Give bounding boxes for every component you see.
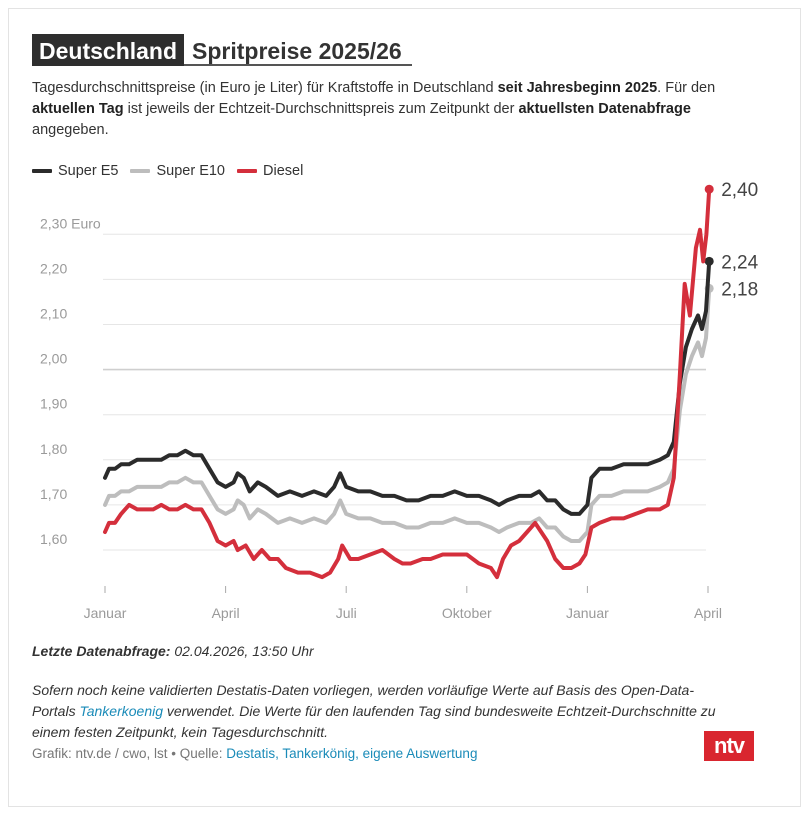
legend-item-e5[interactable]: Super E5 <box>32 163 118 179</box>
source-links[interactable]: Destatis, Tankerkönig, eigene Auswertung <box>226 746 478 761</box>
grid-layer <box>103 233 709 593</box>
subtitle-bold: aktuellsten Datenabfrage <box>518 101 691 117</box>
legend-swatch-diesel <box>237 169 257 173</box>
y-tick-label: 2,10 <box>40 306 67 322</box>
x-tick-label: April <box>212 605 240 621</box>
series-line-1 <box>103 286 712 543</box>
line-chart: 1,60 1,70 1,80 1,90 2,00 2,10 2,20 2,30 Euro Jan… <box>40 180 759 621</box>
subtitle-part: ist jeweils der Echtzeit-Durchschnittspr… <box>123 101 519 117</box>
credit-prefix: Grafik: ntv.de / cwo, lst • Quelle: <box>32 746 227 761</box>
legend-item-diesel[interactable]: Diesel <box>237 163 303 179</box>
series-line-0 <box>103 259 712 516</box>
chart-card <box>8 8 801 807</box>
series-layer <box>103 184 714 580</box>
title-text: Spritpreise 2025/26 <box>184 34 412 66</box>
y-tick-label: 1,60 <box>40 531 67 547</box>
tankerkoenig-link[interactable]: Tankerkoenig <box>79 703 164 719</box>
legend-label-e10: Super E10 <box>156 163 225 179</box>
ntv-logo[interactable]: ntv <box>704 731 754 761</box>
y-tick-label: 1,70 <box>40 486 67 502</box>
series-end-label-1: 2,18 <box>721 279 758 300</box>
x-tick-label: Juli <box>336 605 357 621</box>
x-tick-label: Januar <box>566 605 609 621</box>
legend-item-e10[interactable]: Super E10 <box>130 163 225 179</box>
series-end-point-0 <box>704 256 714 266</box>
y-tick-label: 2,00 <box>40 351 67 367</box>
data-note: Sofern noch keine validierten Destatis-D… <box>32 680 722 743</box>
x-tick-label: Oktober <box>442 605 492 621</box>
y-tick-label: 2,20 <box>40 260 67 276</box>
chart-subtitle: Tagesdurchschnittspreise (in Euro je Lit… <box>32 78 752 141</box>
legend-label-diesel: Diesel <box>263 163 304 179</box>
subtitle-part: . Für den <box>657 80 716 96</box>
chart-title: Deutschland Spritpreise 2025/26 <box>32 34 412 66</box>
note-part: verwendet. Die Werte für den laufenden T… <box>32 703 716 740</box>
chart-legend: Super E5 Super E10 Diesel <box>32 163 315 179</box>
legend-label-e5: Super E5 <box>58 163 119 179</box>
subtitle-part: angegeben. <box>32 122 109 138</box>
subtitle-part: Tagesdurchschnittspreise (in Euro je Lit… <box>32 80 498 96</box>
series-end-label-0: 2,24 <box>721 252 758 273</box>
legend-swatch-e5 <box>32 169 52 173</box>
label-layer: 1,60 1,70 1,80 1,90 2,00 2,10 2,20 2,30 Euro Jan… <box>40 180 759 621</box>
note-part: Sofern noch keine validierten Destatis-D… <box>32 682 694 719</box>
last-update-label: Letzte Datenabfrage: <box>32 643 171 659</box>
y-tick-label: 1,80 <box>40 441 67 457</box>
source-credit: Grafik: ntv.de / cwo, lst • Quelle: Dest… <box>32 746 477 761</box>
subtitle-bold: aktuellen Tag <box>32 101 124 117</box>
y-tick-label: 1,90 <box>40 396 67 412</box>
legend-swatch-e10 <box>130 169 151 173</box>
y-tick-label: 2,30 Euro <box>40 215 101 231</box>
series-end-point-2 <box>704 184 714 194</box>
last-update: Letzte Datenabfrage: 02.04.2026, 13:50 U… <box>32 643 314 659</box>
series-line-2 <box>103 187 712 580</box>
title-highlight: Deutschland <box>32 34 185 66</box>
subtitle-bold: seit Jahresbeginn 2025 <box>497 80 658 96</box>
last-update-value: 02.04.2026, 13:50 Uhr <box>170 643 314 659</box>
series-end-label-2: 2,40 <box>721 180 758 201</box>
x-tick-label: Januar <box>84 605 127 621</box>
x-tick-label: April <box>694 605 722 621</box>
